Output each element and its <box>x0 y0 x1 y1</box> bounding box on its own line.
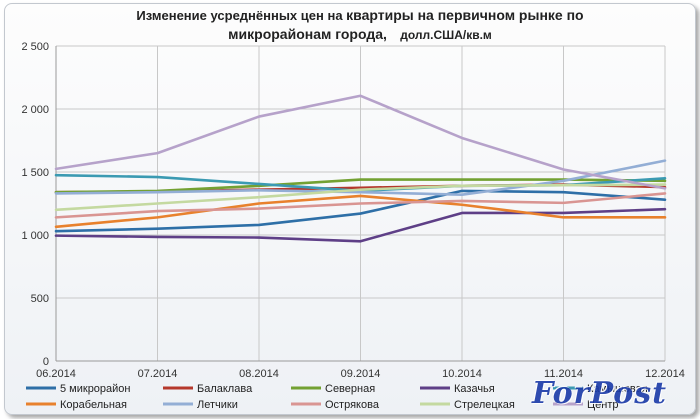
y-tick-label: 1 000 <box>21 230 49 242</box>
legend-label: Летчики <box>197 399 238 411</box>
series-line <box>54 194 667 229</box>
legend-label: Балаклава <box>197 383 253 395</box>
watermark-text: ForPost <box>532 376 667 411</box>
forpost-watermark-logo: ForPost <box>532 376 667 411</box>
legend-label: Острякова <box>325 399 380 411</box>
x-tick-label: 06.2014 <box>36 368 76 380</box>
y-tick-label: 500 <box>31 293 49 305</box>
chart-title: Изменение усреднённых цен на квартиры на… <box>60 6 660 44</box>
legend-label: Корабельная <box>60 399 127 411</box>
x-tick-label: 10.2014 <box>442 368 482 380</box>
y-tick-label: 2 500 <box>21 41 49 53</box>
legend-label: Камышовая <box>587 383 648 395</box>
title-line2: микрорайонам города, <box>228 26 387 42</box>
legend-label: Стрелецкая <box>454 399 515 411</box>
x-tick-label: 11.2014 <box>544 368 583 380</box>
legend-label: 5 микрорайон <box>60 383 131 395</box>
legend-label: Казачья <box>454 383 495 395</box>
legend-label: Северная <box>325 383 375 395</box>
x-tick-label: 08.2014 <box>239 368 279 380</box>
series-line <box>54 192 667 219</box>
x-tick-label: 09.2014 <box>341 368 381 380</box>
legend-label: Центр <box>587 399 619 411</box>
x-tick-label: 07.2014 <box>138 368 178 380</box>
chart-frame <box>4 3 696 415</box>
series-line <box>54 189 667 233</box>
series-line <box>54 94 667 190</box>
series-line <box>54 183 667 212</box>
title-part-small: Изменение усреднённых цен на <box>136 8 347 23</box>
title-unit: долл.США/кв.м <box>400 28 492 42</box>
legend-layer: 5 микрорайон Балаклава Северная Казачья Камы… <box>26 383 648 411</box>
axis-layer: 0 500 1 000 1 500 2 000 2 500 06.2014 07.2014 08… <box>21 41 684 380</box>
series-line <box>54 207 667 243</box>
title-part-large: квартиры на первичном рынке по <box>346 7 584 23</box>
y-tick-label: 0 <box>43 356 49 368</box>
series-layer <box>54 94 667 243</box>
y-tick-label: 1 500 <box>21 167 49 179</box>
series-line <box>54 159 667 196</box>
y-tick-label: 2 000 <box>21 104 49 116</box>
x-tick-label: 12.2014 <box>645 368 685 380</box>
